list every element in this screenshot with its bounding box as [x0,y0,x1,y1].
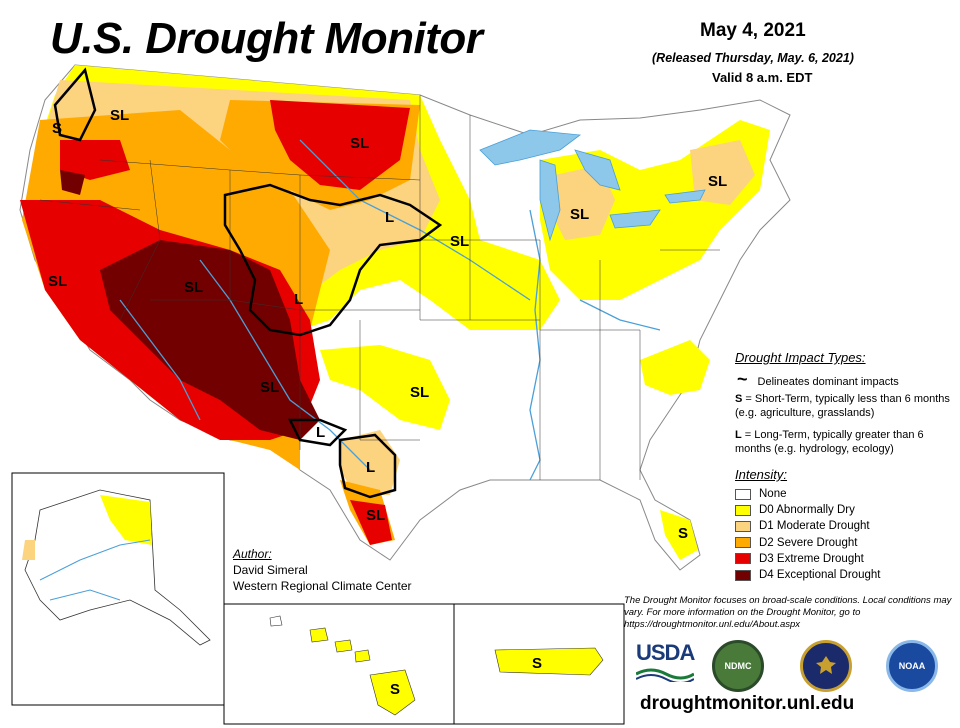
state-borders [39,95,720,480]
ndmc-logo: NDMC [712,640,764,692]
legend-label: D0 Abnormally Dry [759,504,855,517]
alaska-inset [11,472,225,706]
d3-region [60,140,130,180]
map-label: S [678,525,688,542]
impact-types-title: Drought Impact Types: [735,350,866,365]
d4-region [60,170,85,195]
d1-region [690,140,755,205]
legend-swatch [735,553,751,565]
legend-label: None [759,488,787,501]
intensity-title: Intensity: [735,467,788,482]
legend-label: D4 Exceptional Drought [759,569,881,582]
map-label: SL [184,279,203,296]
d0-region [640,340,710,395]
usda-logo-text: USDA [636,640,695,665]
long-term-key: L [735,429,742,441]
short-term-key: S [735,393,743,405]
map-label: SL [350,135,369,152]
map-label: SL [366,507,385,524]
map-label: L [294,291,303,308]
noaa-logo: NOAA [886,640,938,692]
legend-swatch [735,520,751,532]
ndmc-logo-text: NDMC [724,661,752,671]
legend-swatch [735,569,751,581]
legend-swatch [735,488,751,500]
usda-wave-icon [635,668,695,684]
delineates-text: Delineates dominant impacts [757,376,899,388]
map-label: S [532,655,542,672]
legend-item: D3 Extreme Drought [735,551,880,567]
short-term-text: = Short-Term, typically less than 6 mont… [735,393,950,419]
impact-short-term: S = Short-Term, typically less than 6 mo… [735,392,950,420]
alaska-d1 [22,540,35,560]
author-block: Author: David Simeral Western Regional C… [233,546,412,594]
map-label: S [52,120,62,137]
great-lakes [479,129,706,242]
conus-map [19,64,791,571]
legend-swatch [735,537,751,549]
d3-region [350,500,392,545]
alaska-shape [24,489,211,646]
map-label: SL [48,273,67,290]
d0-region [660,510,698,560]
hawaii-islands [309,627,416,716]
legend-label: D1 Moderate Drought [759,520,870,533]
map-label: SL [410,384,429,401]
author-label: Author: [233,547,272,561]
legend-item: D2 Severe Drought [735,535,880,551]
map-label: S [390,681,400,698]
puerto-rico-shape [494,647,604,676]
legend-label: D3 Extreme Drought [759,552,864,565]
legend-label: D2 Severe Drought [759,536,858,549]
d3-region [270,100,410,190]
map-label: SL [570,206,589,223]
map-date: May 4, 2021 [700,20,806,41]
author-org: Western Regional Climate Center [233,579,412,593]
alaska-d0 [100,495,152,545]
map-label: L [316,424,325,441]
legend-item: D0 Abnormally Dry [735,502,880,518]
map-label: L [385,209,394,226]
map-label: SL [260,379,279,396]
impact-outlines [53,67,443,499]
d0-region [320,345,450,430]
valid-time: Valid 8 a.m. EDT [712,70,813,85]
intensity-legend: None D0 Abnormally Dry D1 Moderate Droug… [735,486,880,583]
d4-region [100,240,320,440]
site-url[interactable]: droughtmonitor.unl.edu [640,693,855,714]
impact-long-term: L = Long-Term, typically greater than 6 … [735,428,950,456]
long-term-text: = Long-Term, typically greater than 6 mo… [735,429,924,455]
map-label: SL [708,173,727,190]
map-label: SL [110,107,129,124]
author-name: David Simeral [233,563,308,577]
hawaii-small [269,615,283,627]
legend-item: D4 Exceptional Drought [735,567,880,583]
puerto-rico-inset [453,603,625,725]
legend-swatch [735,504,751,516]
page-title: U.S. Drought Monitor [50,14,483,63]
eagle-seal-icon [816,656,836,674]
map-label: SL [450,233,469,250]
legend-item: D1 Moderate Drought [735,518,880,534]
map-labels: SL S SL L SL SL SL L SL SL L SL L SL S S… [48,107,727,698]
delineate-line-icon: ~ [737,369,748,389]
impact-delineates: ~ Delineates dominant impacts [737,369,899,390]
release-date: (Released Thursday, May. 6, 2021) [652,51,854,65]
usda-logo: USDA [635,640,696,688]
noaa-logo-text: NOAA [898,661,926,671]
disclaimer-text: The Drought Monitor focuses on broad-sca… [624,595,952,630]
map-label: L [366,459,375,476]
hawaii-inset [223,603,455,725]
alaska-rivers [39,539,151,601]
legend-item: None [735,486,880,502]
commerce-logo [800,640,852,692]
